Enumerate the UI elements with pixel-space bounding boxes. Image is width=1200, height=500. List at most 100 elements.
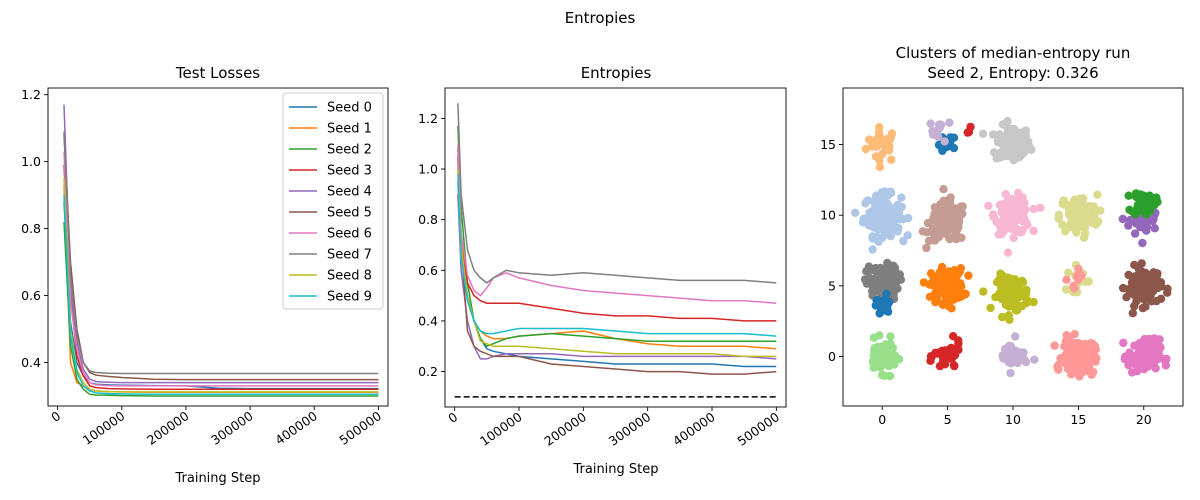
scatter-point [1124,221,1133,230]
scatter-point [1006,351,1015,360]
scatter-point [944,302,953,311]
scatter-point [882,229,892,239]
scatter-point [873,205,883,214]
legend-label: Seed 8 [327,269,372,284]
y-tick-label: 1.0 [21,154,41,169]
scatter-point [1054,365,1063,374]
scatter-point [940,137,949,146]
legend-label: Seed 4 [327,185,372,200]
scatter-point [1096,206,1105,215]
scatter-point [1130,301,1139,311]
loss-line-seed-4 [63,104,379,384]
scatter-point [879,270,889,279]
scatter-point [939,185,948,194]
scatter-point [869,333,879,342]
scatter-point [1009,149,1018,158]
scatter-point [1064,268,1073,277]
x-tick-label: 200000 [541,409,589,449]
scatter-point [1012,306,1022,315]
loss-line-seed-3 [63,164,379,391]
scatter-point [978,129,988,138]
legend-label: Seed 9 [327,290,372,305]
scatter-point [1119,338,1128,348]
x-tick-label: 0 [878,412,886,427]
scatter-point [878,136,888,146]
clusters-panel: Clusters of median-entropy run Seed 2, E… [820,44,1184,427]
scatter-point [933,282,942,291]
scatter-point [998,120,1007,129]
loss-line-seed-6 [63,151,379,387]
scatter-point [1062,275,1071,284]
scatter-point [932,126,942,135]
x-tick-label: 500000 [336,408,384,448]
scatter-point [1005,357,1014,367]
figure-title: Entropies [565,9,636,27]
scatter-point [924,236,934,246]
scatter-point [894,202,903,211]
scatter-point [998,226,1008,236]
scatter-point [897,193,906,202]
scatter-point [874,237,883,246]
scatter-point [889,261,898,270]
legend-label: Seed 3 [327,164,372,179]
y-tick-label: 0 [828,349,836,364]
scatter-point [862,213,872,223]
scatter-point [1065,201,1075,210]
scatter-point [1060,342,1069,351]
scatter-point [938,346,947,355]
scatter-point [1014,203,1023,212]
scatter-point [885,135,895,144]
scatter-point [990,148,999,157]
entropy-line-seed-7 [457,103,777,284]
scatter-point [1156,353,1165,362]
scatter-point [928,271,937,280]
scatter-point [1011,213,1020,223]
y-tick-label: 0.4 [418,313,438,328]
entropy-line-seed-6 [457,143,777,304]
entropies-title: Entropies [581,64,652,82]
scatter-point [883,280,893,289]
x-tick-label: 400000 [272,408,320,448]
entropy-line-seed-9 [457,174,777,337]
scatter-point [886,371,895,381]
x-tick-label: 20 [1136,412,1152,427]
scatter-point [1155,335,1164,344]
scatter-point [1144,337,1153,347]
loss-line-seed-5 [63,134,379,381]
entropy-line-seed-3 [457,156,777,322]
scatter-point [880,198,889,207]
scatter-points [851,117,1172,381]
scatter-point [955,282,964,291]
scatter-point [1077,202,1086,211]
scatter-point [1152,296,1161,306]
scatter-point [925,292,935,301]
scatter-point [950,289,960,298]
scatter-point [1002,212,1012,222]
axes-frame [444,87,787,408]
scatter-point [903,231,912,240]
scatter-point [1068,213,1078,223]
x-tick-label: 300000 [606,409,654,449]
scatter-point [1062,224,1072,233]
x-tick-label: 500000 [734,409,782,449]
scatter-point [949,133,959,142]
scatter-point [875,309,884,318]
scatter-point [926,119,935,128]
scatter-point [1127,368,1137,377]
legend-label: Seed 0 [327,101,372,116]
scatter-point [999,354,1008,363]
scatter-point [1059,200,1068,209]
x-tick-label: 100000 [477,409,525,449]
x-tick-label: 0 [48,408,63,425]
scatter-point [877,149,887,159]
loss-line-seed-7 [63,131,379,375]
y-tick-label: 0.6 [21,288,41,303]
scatter-point [1023,140,1032,150]
scatter-point [875,123,884,132]
scatter-point [949,361,959,370]
scatter-point [1128,309,1138,318]
scatter-point [1080,229,1090,238]
scatter-point [886,216,896,226]
scatter-point [875,156,884,165]
scatter-point [1007,194,1016,204]
